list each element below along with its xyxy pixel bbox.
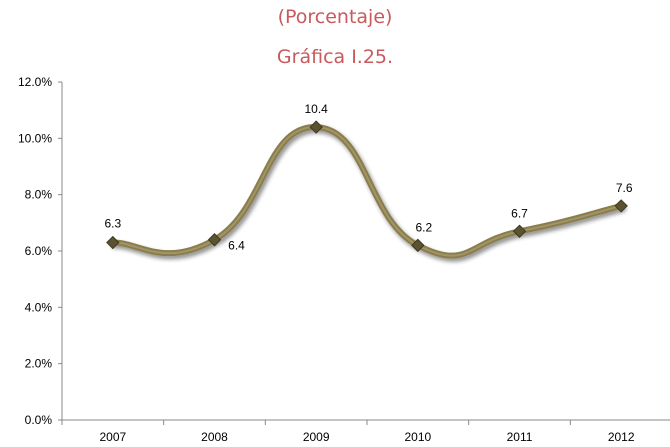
data-labels: 6.3 6.4 10.4 6.2 6.7 7.6 [104,102,632,253]
y-tick-label: 10.0% [18,131,52,145]
x-tick-label: 2011 [507,430,533,444]
chart-subtitle: (Porcentaje) [277,6,393,28]
data-point [309,120,323,134]
y-tick-label: 8.0% [25,188,53,202]
series-highlight [111,126,623,257]
y-tick-label: 4.0% [25,300,53,314]
series-line [109,124,625,259]
data-point [411,238,425,253]
x-tick-label: 2007 [99,430,126,444]
data-label: 10.4 [304,102,328,116]
axes [58,81,670,425]
y-tick-label: 6.0% [25,244,53,258]
data-point [106,235,120,250]
x-tick-label: 2009 [303,430,330,444]
y-tick-label: 0.0% [25,413,53,427]
data-point [614,199,628,213]
x-tick-label: 2012 [608,430,635,444]
series-path [109,124,625,259]
chart-title: Gráfica I.25. [276,46,394,68]
y-tick-label: 2.0% [25,357,53,371]
tick-labels: 0.0% 2.0% 4.0% 6.0% 8.0% 10.0% 12.0% 2007 2008 20… [18,75,635,444]
data-label: 6.2 [415,220,432,234]
data-label: 7.6 [616,181,633,195]
data-label: 6.7 [511,206,528,220]
data-label: 6.4 [228,239,245,253]
data-label: 6.3 [104,217,121,231]
x-tick-label: 2010 [404,430,431,444]
data-markers [106,120,628,253]
data-point [207,233,222,247]
data-point [512,224,527,238]
x-tick-label: 2008 [201,430,228,444]
y-tick-label: 12.0% [18,75,52,89]
